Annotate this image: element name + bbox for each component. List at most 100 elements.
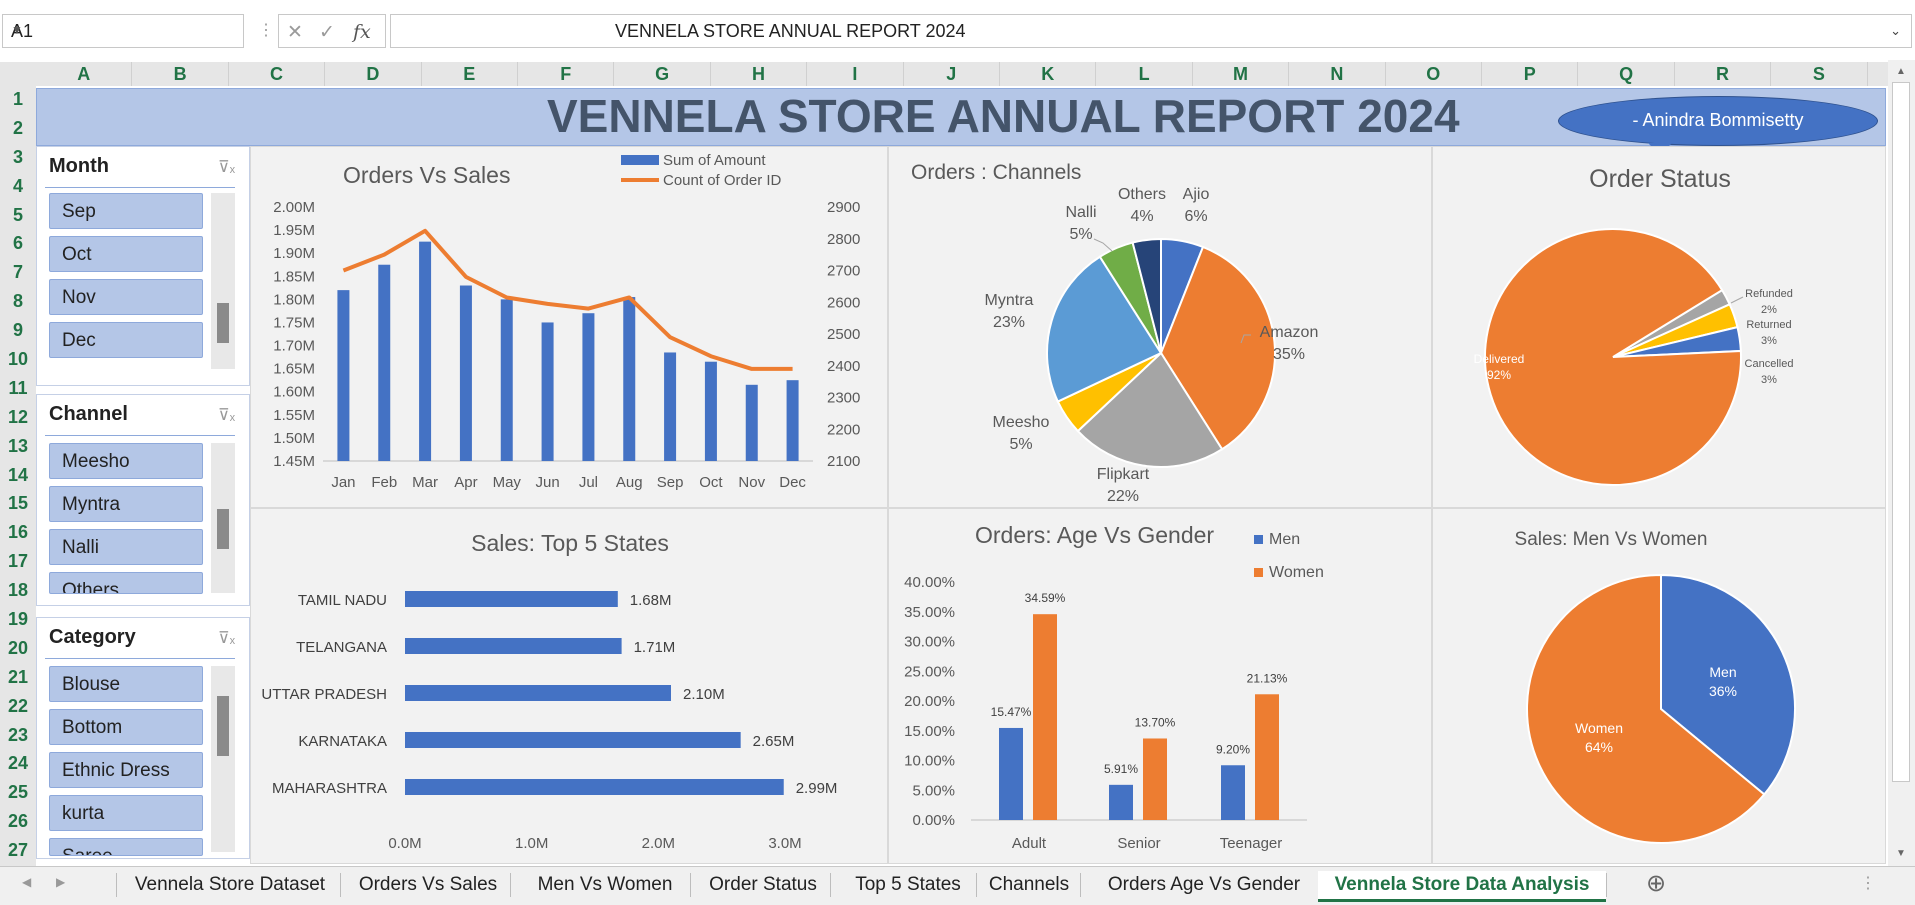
clear-filter-icon[interactable]: ⊽ₓ xyxy=(218,159,235,176)
row-header-1[interactable]: 1 xyxy=(12,89,23,109)
bar-state[interactable] xyxy=(405,638,622,654)
bar-sum-of-amount[interactable] xyxy=(419,241,432,461)
orders-channels-chart[interactable]: Orders : Channels Ajio 6% Amazon 35% Flipkart… xyxy=(888,146,1432,508)
column-header-a[interactable]: A xyxy=(36,62,133,86)
channel-slicer[interactable]: Channel ⊽ₓ Meesho Myntra Nalli Others xyxy=(36,394,250,606)
row-header-5[interactable]: 5 xyxy=(12,204,23,225)
month-slicer[interactable]: Month ⊽ₓ Sep Oct Nov Dec xyxy=(36,146,250,386)
row-header-7[interactable]: 7 xyxy=(12,262,23,283)
column-header-q[interactable]: Q xyxy=(1578,62,1675,86)
sheet-tab[interactable]: Men Vs Women xyxy=(537,874,673,895)
bar-state[interactable] xyxy=(405,685,671,701)
column-header-g[interactable]: G xyxy=(614,62,711,86)
slicer-item-sep[interactable]: Sep xyxy=(49,193,203,229)
bar-state[interactable] xyxy=(405,591,618,607)
sheet-tab[interactable]: Channels xyxy=(988,874,1070,895)
bar-state[interactable] xyxy=(405,732,741,748)
scroll-up-icon[interactable]: ▲ xyxy=(1896,66,1906,77)
bar-sum-of-amount[interactable] xyxy=(459,285,472,461)
row-header-13[interactable]: 13 xyxy=(7,435,29,456)
column-header-n[interactable]: N xyxy=(1289,62,1386,86)
row-header-12[interactable]: 12 xyxy=(7,406,29,427)
slicer-item-blouse[interactable]: Blouse xyxy=(49,666,203,702)
expand-formula-icon[interactable]: ⌄ xyxy=(1890,23,1901,38)
bar-sum-of-amount[interactable] xyxy=(786,380,799,461)
row-header-11[interactable]: 11 xyxy=(8,377,28,398)
slicer-item-oct[interactable]: Oct xyxy=(49,236,203,272)
pie-slice-myntra[interactable] xyxy=(1046,255,1163,403)
slicer-item-others[interactable]: Others xyxy=(49,572,203,594)
row-header-20[interactable]: 20 xyxy=(7,637,29,658)
scroll-thumb[interactable] xyxy=(217,696,229,756)
pie-slice-amazon[interactable] xyxy=(1159,245,1276,451)
column-header-l[interactable]: L xyxy=(1096,62,1193,86)
slicer-scrollbar[interactable] xyxy=(211,443,235,593)
scroll-down-icon[interactable]: ▼ xyxy=(1896,848,1906,859)
tab-scroll-right-icon[interactable]: ▶ xyxy=(56,875,66,889)
bar-sum-of-amount[interactable] xyxy=(745,384,758,461)
bar-sum-of-amount[interactable] xyxy=(704,361,717,461)
row-header-3[interactable]: 3 xyxy=(12,146,23,167)
slicer-item-dec[interactable]: Dec xyxy=(49,322,203,358)
row-header-25[interactable]: 25 xyxy=(7,782,29,803)
bar-sum-of-amount[interactable] xyxy=(378,264,391,461)
bar-sum-of-amount[interactable] xyxy=(664,352,677,461)
column-header-c[interactable]: C xyxy=(229,62,326,86)
author-shape[interactable]: - Anindra Bommisetty xyxy=(1558,96,1878,146)
bar-women[interactable] xyxy=(1033,614,1057,820)
age-gender-chart[interactable]: Orders: Age Vs Gender Men Women 40.00% 35.00… xyxy=(888,508,1432,864)
bar-women[interactable] xyxy=(1255,694,1279,820)
column-header-f[interactable]: F xyxy=(518,62,615,86)
sheet-tab[interactable]: Order Status xyxy=(709,874,817,895)
bar-men[interactable] xyxy=(999,727,1023,820)
category-slicer[interactable]: Category ⊽ₓ Blouse Bottom Ethnic Dress k… xyxy=(36,617,250,859)
row-header-27[interactable]: 27 xyxy=(7,840,29,861)
row-header-18[interactable]: 18 xyxy=(7,580,29,601)
column-header-b[interactable]: B xyxy=(132,62,229,86)
scroll-thumb[interactable] xyxy=(1892,82,1910,782)
slicer-scrollbar[interactable] xyxy=(211,193,235,369)
bar-sum-of-amount[interactable] xyxy=(582,313,595,461)
orders-vs-sales-chart[interactable]: Orders Vs Sales Sum of Amount Count of Ord… xyxy=(250,146,888,508)
bar-men[interactable] xyxy=(1221,765,1245,820)
order-status-chart[interactable]: Order Status Delivered 92% Refunded 2% Return… xyxy=(1432,146,1886,508)
row-header-15[interactable]: 15 xyxy=(7,493,29,514)
row-header-14[interactable]: 14 xyxy=(7,464,29,485)
row-header-23[interactable]: 23 xyxy=(7,724,29,745)
sheet-tab[interactable]: Vennela Store Data Analysis xyxy=(1318,871,1606,902)
row-header-24[interactable]: 24 xyxy=(7,753,29,774)
sheet-tab[interactable]: Orders Age Vs Gender xyxy=(1107,874,1301,895)
add-sheet-icon[interactable]: ⊕ xyxy=(1646,870,1667,897)
row-header-2[interactable]: 2 xyxy=(12,117,23,138)
scroll-thumb[interactable] xyxy=(217,509,229,549)
column-header-s[interactable]: S xyxy=(1771,62,1868,86)
row-header-16[interactable]: 16 xyxy=(7,522,29,543)
row-header-19[interactable]: 19 xyxy=(7,609,29,629)
sheet-tab[interactable]: Vennela Store Dataset xyxy=(134,874,326,895)
slicer-item-meesho[interactable]: Meesho xyxy=(49,443,203,479)
pie-slice-men[interactable] xyxy=(1660,573,1796,796)
bar-sum-of-amount[interactable] xyxy=(541,322,554,461)
column-header-r[interactable]: R xyxy=(1675,62,1772,86)
sheet-tab[interactable]: Orders Vs Sales xyxy=(358,874,498,895)
row-header-10[interactable]: 10 xyxy=(7,349,29,369)
top-states-chart[interactable]: Sales: Top 5 States TAMIL NADU 1.68M TELANG… xyxy=(250,508,888,864)
column-header-o[interactable]: O xyxy=(1386,62,1482,86)
column-header-p[interactable]: P xyxy=(1482,62,1579,86)
row-header-26[interactable]: 26 xyxy=(7,811,29,832)
pie-slice-women[interactable] xyxy=(1526,573,1766,844)
cancel-icon[interactable]: ✕ xyxy=(287,22,303,43)
bar-sum-of-amount[interactable] xyxy=(500,299,513,461)
bar-women[interactable] xyxy=(1143,738,1167,820)
line-count-of-order-id[interactable] xyxy=(342,228,793,371)
sheet-tab[interactable]: Top 5 States xyxy=(855,874,961,895)
pie-slice-flipkart[interactable] xyxy=(1076,351,1224,468)
pie-slice-others[interactable] xyxy=(1131,237,1162,354)
slicer-item-ethnic-dress[interactable]: Ethnic Dress xyxy=(49,752,203,788)
row-header-22[interactable]: 22 xyxy=(7,695,29,716)
column-header-i[interactable]: I xyxy=(807,62,904,86)
clear-filter-icon[interactable]: ⊽ₓ xyxy=(218,407,235,424)
row-header-4[interactable]: 4 xyxy=(12,175,23,196)
vertical-scrollbar[interactable]: ▲ ▼ xyxy=(1888,60,1915,866)
row-header-9[interactable]: 9 xyxy=(12,320,23,341)
